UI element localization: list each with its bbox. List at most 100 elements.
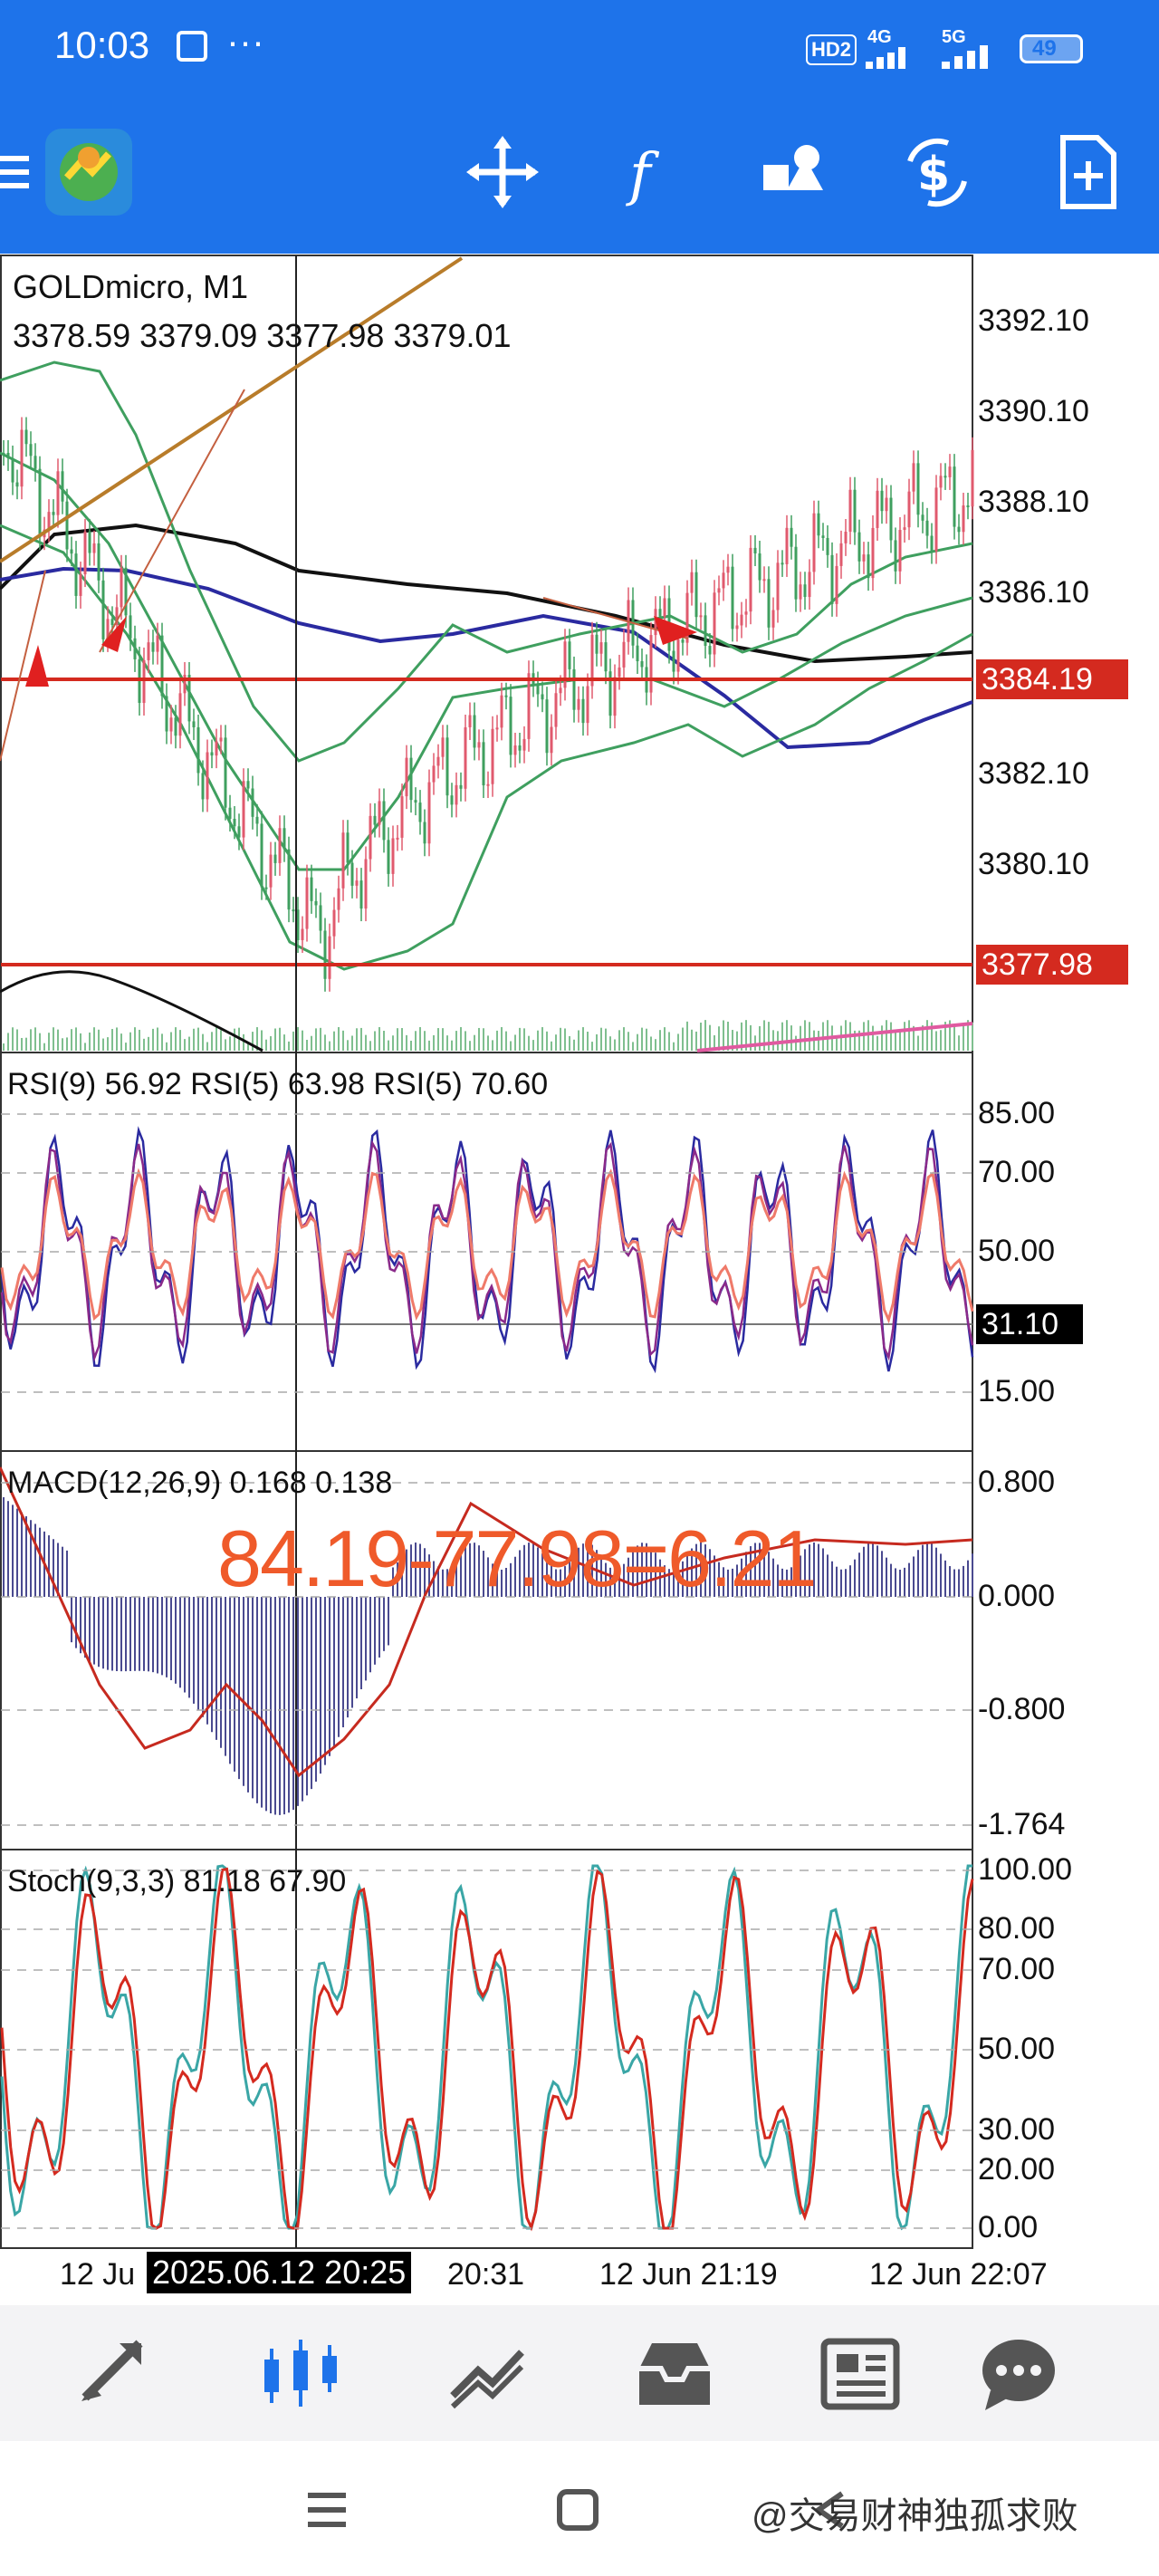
stoch-signal-line [0, 1867, 974, 2232]
candle-body [545, 699, 549, 754]
menu-button[interactable] [0, 127, 91, 217]
candle-body [486, 783, 490, 786]
candle-body [590, 634, 594, 687]
candle-body [20, 429, 24, 487]
candle-body [405, 757, 408, 797]
candle-body [839, 543, 843, 566]
candle-body [61, 471, 64, 502]
candle-body [781, 562, 784, 565]
nav-chat-button[interactable] [969, 2332, 1068, 2414]
stoch-panel-frame [0, 1849, 973, 2249]
indicators-button[interactable]: f [602, 127, 693, 217]
candle-body [201, 773, 205, 800]
chart-canvas[interactable] [0, 254, 1159, 2301]
candle-body [56, 471, 60, 515]
candle-body [907, 491, 911, 528]
macd-panel-frame [0, 1450, 973, 1850]
candle-body [242, 781, 245, 838]
rsi-tick-label: 50.00 [978, 1234, 1056, 1268]
candle-body [799, 584, 802, 600]
candle-body [147, 642, 150, 660]
candle-body [550, 726, 553, 754]
objects-icon [763, 145, 823, 190]
recent-apps-icon[interactable] [304, 2490, 350, 2530]
stoch-tick-label: 0.00 [978, 2210, 1039, 2244]
candle-body [296, 909, 300, 940]
chart-area[interactable]: GOLDmicro, M1 3378.59 3379.09 3377.98 33… [0, 254, 1159, 2301]
macd-annotation: 84.19-77.98=6.21 [217, 1514, 817, 1603]
objects-button[interactable] [747, 127, 838, 217]
rsi-tick-label: 85.00 [978, 1096, 1056, 1130]
candle-body [790, 527, 793, 547]
candle-body [328, 936, 331, 979]
hd-badge: HD2 [806, 34, 857, 65]
candle-body [871, 527, 875, 579]
fast-ma-line [0, 566, 973, 750]
candle-body [228, 807, 232, 820]
new-order-button[interactable] [1041, 127, 1132, 217]
candle-body [844, 532, 848, 543]
watermark: @交易财神独孤求败 [752, 2496, 1078, 2536]
candle-body [88, 531, 91, 553]
candle-body [509, 697, 512, 755]
time-label-2: 20:31 [447, 2257, 525, 2292]
nav-chart-button[interactable] [252, 2332, 351, 2414]
rsi5-line [0, 1139, 974, 1362]
candle-body [867, 554, 870, 579]
candle-body [658, 609, 662, 617]
candle-body [817, 513, 820, 536]
back-icon[interactable] [811, 2490, 848, 2530]
candle-body [183, 674, 187, 694]
candle-body [70, 549, 73, 554]
candle-body [663, 598, 666, 617]
candle-body [305, 877, 309, 929]
candle-body [174, 717, 177, 736]
macd-tick-label: -0.800 [978, 1692, 1066, 1726]
news-icon [820, 2338, 900, 2410]
candle-body [808, 572, 811, 598]
stoch-tick-label: 70.00 [978, 1952, 1056, 1986]
candle-body [110, 619, 114, 625]
candle-body [246, 781, 250, 789]
candle-body [283, 828, 286, 850]
candle-body [359, 880, 363, 909]
price-tick-label: 3380.10 [978, 847, 1089, 881]
candle-body [903, 527, 906, 531]
main-indicator-lines [0, 360, 973, 971]
candle-body [301, 928, 304, 940]
candle-body [934, 487, 938, 552]
candle-body [92, 543, 96, 553]
candle-body [346, 832, 350, 863]
crosshair-button[interactable] [457, 127, 548, 217]
candle-body [568, 641, 571, 669]
candle-body [740, 614, 743, 626]
rsi-cursor-value: 31.10 [976, 1304, 1083, 1344]
candle-body [169, 717, 173, 732]
candlesticks [2, 417, 974, 992]
candle-body [187, 674, 191, 722]
rsi-tick-label: 15.00 [978, 1374, 1056, 1408]
metatrader-logo[interactable] [45, 127, 136, 217]
candle-body [287, 849, 291, 910]
nav-news-button[interactable] [811, 2332, 911, 2414]
candle-body [518, 745, 522, 751]
macd-tick-label: 0.000 [978, 1579, 1056, 1613]
bottom-navigation [0, 2305, 1159, 2441]
candle-body [948, 466, 952, 477]
candle-body [2, 453, 5, 455]
candle-body [654, 609, 657, 636]
system-navigation-bar: @交易财神独孤求败 [0, 2441, 1159, 2576]
trade-button[interactable]: $ [892, 127, 982, 217]
candle-body [6, 453, 10, 458]
nav-history-button[interactable] [625, 2332, 724, 2414]
candle-body [694, 572, 698, 618]
signal-icon-1 [866, 47, 916, 69]
nav-trade-button[interactable] [438, 2332, 538, 2414]
indicators-icon: f [626, 141, 660, 208]
home-icon[interactable] [556, 2488, 599, 2532]
nav-quotes-button[interactable] [65, 2332, 165, 2414]
candle-body [735, 625, 739, 630]
candle-body [468, 715, 472, 728]
candle-body [387, 840, 390, 874]
fib-line-2 [99, 389, 245, 653]
